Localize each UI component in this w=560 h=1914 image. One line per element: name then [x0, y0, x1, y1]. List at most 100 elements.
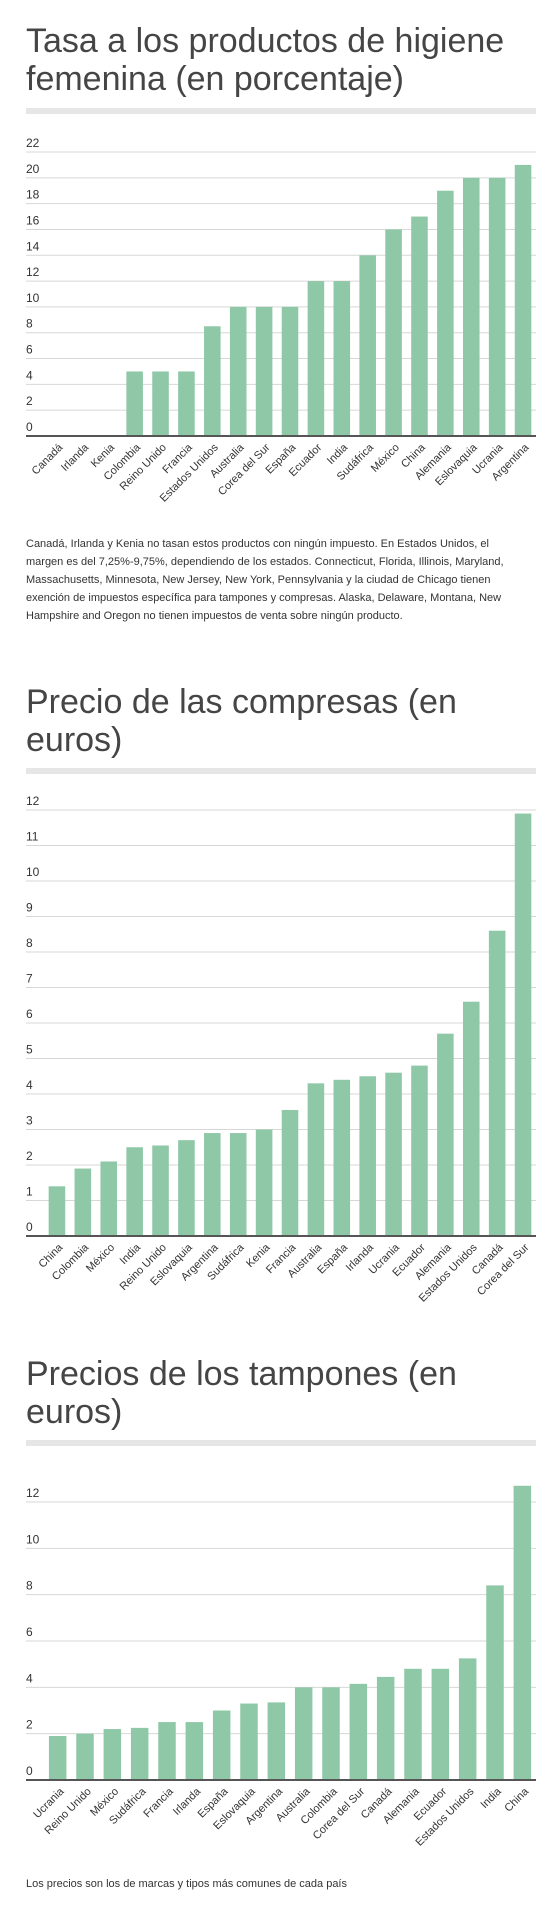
- x-category-label: India: [479, 1785, 505, 1811]
- chart-title-tax: Tasa a los productos de higiene femenina…: [26, 22, 505, 98]
- bar: [204, 1133, 221, 1236]
- bar: [178, 1140, 195, 1236]
- bar: [152, 1145, 169, 1236]
- y-tick-label: 22: [26, 136, 40, 150]
- y-tick-label: 10: [26, 1532, 40, 1546]
- bar: [513, 1485, 532, 1780]
- y-tick-label: 8: [26, 317, 33, 331]
- y-tick-label: 0: [26, 1764, 33, 1778]
- bar: [240, 1703, 258, 1780]
- bar: [462, 1001, 480, 1236]
- y-tick-label: 10: [26, 291, 40, 305]
- bar: [185, 1722, 204, 1780]
- y-tick-label: 6: [26, 343, 33, 357]
- y-tick-label: 16: [26, 213, 40, 227]
- x-category-label: España: [315, 1241, 350, 1276]
- chart-title-tampons: Precios de los tampones (en euros): [26, 1355, 457, 1431]
- bar: [333, 281, 351, 436]
- bar: [411, 1065, 428, 1236]
- y-tick-label: 2: [26, 394, 33, 408]
- x-category-label: México: [369, 442, 402, 475]
- title-divider: [26, 768, 536, 774]
- y-tick-label: 12: [26, 796, 40, 808]
- bar: [212, 1710, 231, 1780]
- y-tick-label: 11: [26, 830, 39, 844]
- chart-title-pads: Precio de las compresas (en euros): [26, 683, 457, 759]
- bar: [130, 1727, 149, 1780]
- y-tick-label: 5: [26, 1043, 33, 1057]
- y-tick-label: 0: [26, 420, 33, 434]
- bar: [514, 813, 532, 1236]
- bar: [437, 1033, 454, 1236]
- bar: [229, 1133, 247, 1236]
- bar: [359, 255, 376, 436]
- bar: [437, 190, 454, 436]
- bar: [74, 1168, 92, 1236]
- y-tick-label: 4: [26, 1078, 33, 1092]
- y-tick-label: 9: [26, 901, 33, 915]
- bar: [294, 1687, 313, 1780]
- y-tick-label: 12: [26, 265, 40, 279]
- x-category-label: Canadá: [30, 441, 66, 477]
- bar: [178, 371, 195, 436]
- bar: [307, 1083, 325, 1236]
- tax-footnote: Canadá, Irlanda y Kenia no tasan estos p…: [26, 538, 504, 622]
- bar: [255, 306, 273, 436]
- bar: [376, 1676, 395, 1780]
- x-category-label: Francia: [141, 1785, 176, 1820]
- y-tick-label: 12: [26, 1486, 40, 1500]
- y-tick-label: 18: [26, 188, 40, 202]
- y-tick-label: 7: [26, 972, 33, 986]
- bar: [359, 1076, 376, 1236]
- bar: [385, 229, 402, 436]
- bar: [385, 1072, 402, 1236]
- y-tick-label: 20: [26, 162, 40, 176]
- y-tick-label: 3: [26, 1114, 33, 1128]
- bar: [404, 1668, 422, 1780]
- title-divider: [26, 1440, 536, 1446]
- bar: [488, 177, 506, 436]
- bar: [431, 1668, 450, 1780]
- bar: [514, 164, 532, 436]
- x-category-label: Irlanda: [59, 441, 92, 474]
- bar: [126, 1147, 143, 1236]
- bar: [411, 216, 428, 436]
- bar: [462, 177, 480, 436]
- y-tick-label: 8: [26, 1579, 33, 1593]
- bar: [48, 1735, 67, 1780]
- bar: [349, 1683, 368, 1780]
- bar: [333, 1079, 351, 1236]
- y-tick-label: 14: [26, 239, 40, 253]
- bar: [458, 1658, 477, 1780]
- bar: [488, 930, 506, 1236]
- y-tick-label: 6: [26, 1625, 33, 1639]
- y-tick-label: 1: [26, 1185, 33, 1199]
- y-tick-label: 0: [26, 1220, 33, 1234]
- prices-footnote: Los precios son los de marcas y tipos má…: [26, 1878, 347, 1890]
- y-tick-label: 2: [26, 1718, 33, 1732]
- y-tick-label: 8: [26, 936, 33, 950]
- bar: [322, 1687, 340, 1780]
- y-tick-label: 4: [26, 1671, 33, 1685]
- bar: [158, 1722, 176, 1780]
- x-category-label: México: [84, 1242, 117, 1275]
- y-tick-label: 10: [26, 865, 40, 879]
- bar: [281, 1109, 299, 1236]
- x-category-label: China: [502, 1785, 531, 1814]
- bar: [76, 1733, 94, 1780]
- bar: [255, 1129, 273, 1236]
- bar: [48, 1186, 66, 1236]
- bar: [281, 306, 299, 436]
- bar: [486, 1585, 504, 1780]
- bar: [204, 326, 221, 436]
- y-tick-label: 2: [26, 1149, 33, 1163]
- bar: [229, 306, 247, 436]
- bar: [307, 281, 325, 436]
- bar: [100, 1161, 118, 1236]
- y-tick-label: 4: [26, 368, 33, 382]
- bar: [267, 1702, 286, 1780]
- bar: [103, 1729, 122, 1780]
